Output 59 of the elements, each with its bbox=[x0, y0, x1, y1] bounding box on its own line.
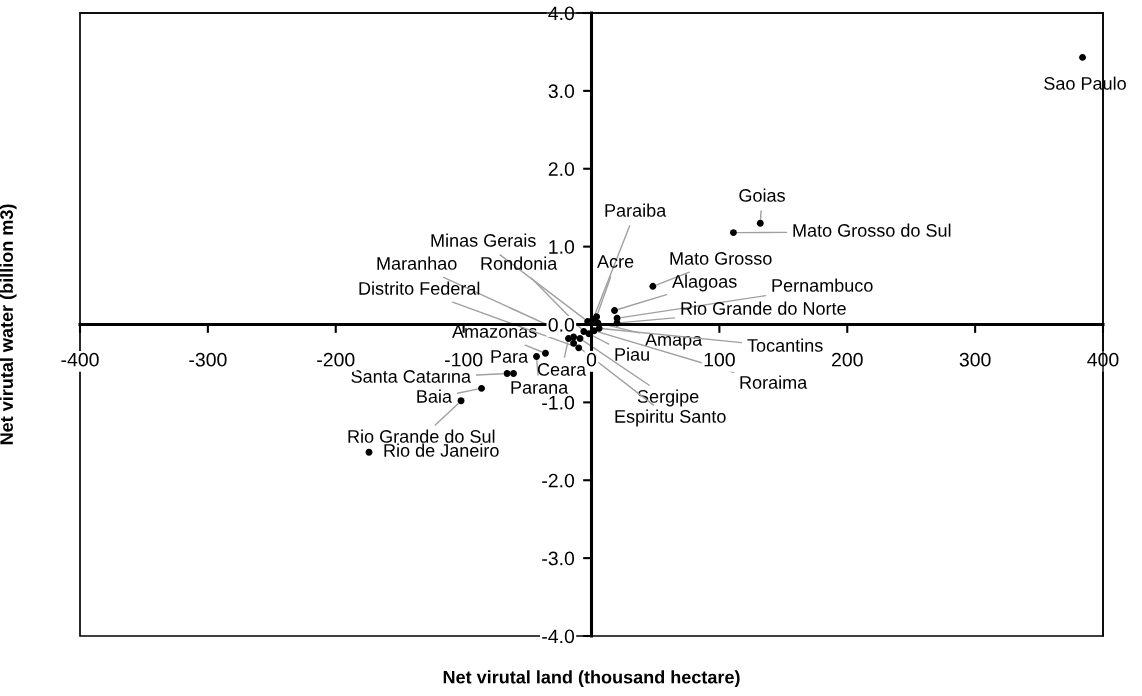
annotation: Santa Catarina bbox=[351, 369, 472, 383]
x-tick-label: 300 bbox=[959, 352, 991, 367]
point bbox=[649, 282, 657, 290]
point bbox=[611, 307, 618, 314]
x-tick-label: -300 bbox=[189, 352, 227, 367]
y-axis-title: Net virutal water (billion m3) bbox=[0, 204, 17, 445]
annotation: Mato Grosso do Sul bbox=[793, 223, 951, 237]
annotation: Acre bbox=[597, 255, 634, 268]
y-tick-label: 0.0 bbox=[548, 317, 575, 332]
point bbox=[576, 335, 584, 342]
point bbox=[756, 219, 764, 227]
annotation: Espiritu Santo bbox=[615, 409, 726, 427]
annotation: Para bbox=[491, 350, 529, 363]
point bbox=[541, 349, 549, 357]
annotation: Mato Grosso bbox=[670, 252, 772, 265]
point bbox=[533, 352, 540, 360]
annotation: Ceara bbox=[537, 363, 587, 376]
x-tick-label: -100 bbox=[445, 352, 483, 367]
y-tick-label: 3.0 bbox=[548, 84, 575, 99]
point bbox=[457, 397, 465, 405]
annotation: Roraima bbox=[740, 375, 808, 389]
annotation: Maranhao bbox=[377, 256, 457, 270]
x-tick-label: 200 bbox=[832, 352, 863, 367]
y-tick-label: -1.0 bbox=[542, 395, 575, 410]
annotation: Alagoas bbox=[672, 274, 737, 292]
x-tick-label: 100 bbox=[704, 352, 735, 367]
annotation: Rio Grande do Norte bbox=[681, 301, 846, 315]
annotation: Minas Gerais bbox=[431, 233, 536, 247]
annotation: Amazonas bbox=[452, 325, 537, 338]
point bbox=[729, 229, 737, 237]
point bbox=[580, 328, 588, 335]
y-tick-label: -3.0 bbox=[542, 551, 575, 566]
annotation: Parana bbox=[511, 381, 569, 394]
y-tick-label: 1.0 bbox=[549, 240, 575, 254]
point bbox=[575, 344, 583, 352]
x-tick-label: 0 bbox=[586, 352, 597, 367]
annotation: Rio de Janeiro bbox=[384, 443, 499, 457]
annotation: Baia bbox=[417, 389, 452, 403]
annotation: Distrito Federal bbox=[359, 281, 480, 295]
y-tick-label: 2.0 bbox=[548, 162, 575, 176]
annotation: Rondonia bbox=[481, 256, 558, 270]
point bbox=[570, 333, 578, 341]
annotation: Pernambuco bbox=[772, 278, 873, 292]
point bbox=[503, 370, 511, 378]
annotation: Goias bbox=[739, 188, 785, 202]
y-tick-label: -4.0 bbox=[542, 629, 575, 644]
point bbox=[593, 313, 601, 321]
x-tick-label: -400 bbox=[61, 352, 99, 367]
point bbox=[1079, 53, 1087, 61]
annotation: Rio Grande do Sul bbox=[348, 429, 495, 443]
annotation: Tocantins bbox=[747, 338, 823, 352]
y-tick-label: -2.0 bbox=[542, 473, 575, 488]
point bbox=[365, 448, 373, 456]
point bbox=[570, 339, 578, 347]
annotation: Paraiba bbox=[605, 203, 667, 217]
x-axis-title: Net virutal land (thousand hectare) bbox=[443, 670, 740, 688]
annotation: Sergipe bbox=[637, 389, 699, 407]
point bbox=[478, 384, 485, 392]
x-tick-label: -200 bbox=[317, 352, 355, 367]
